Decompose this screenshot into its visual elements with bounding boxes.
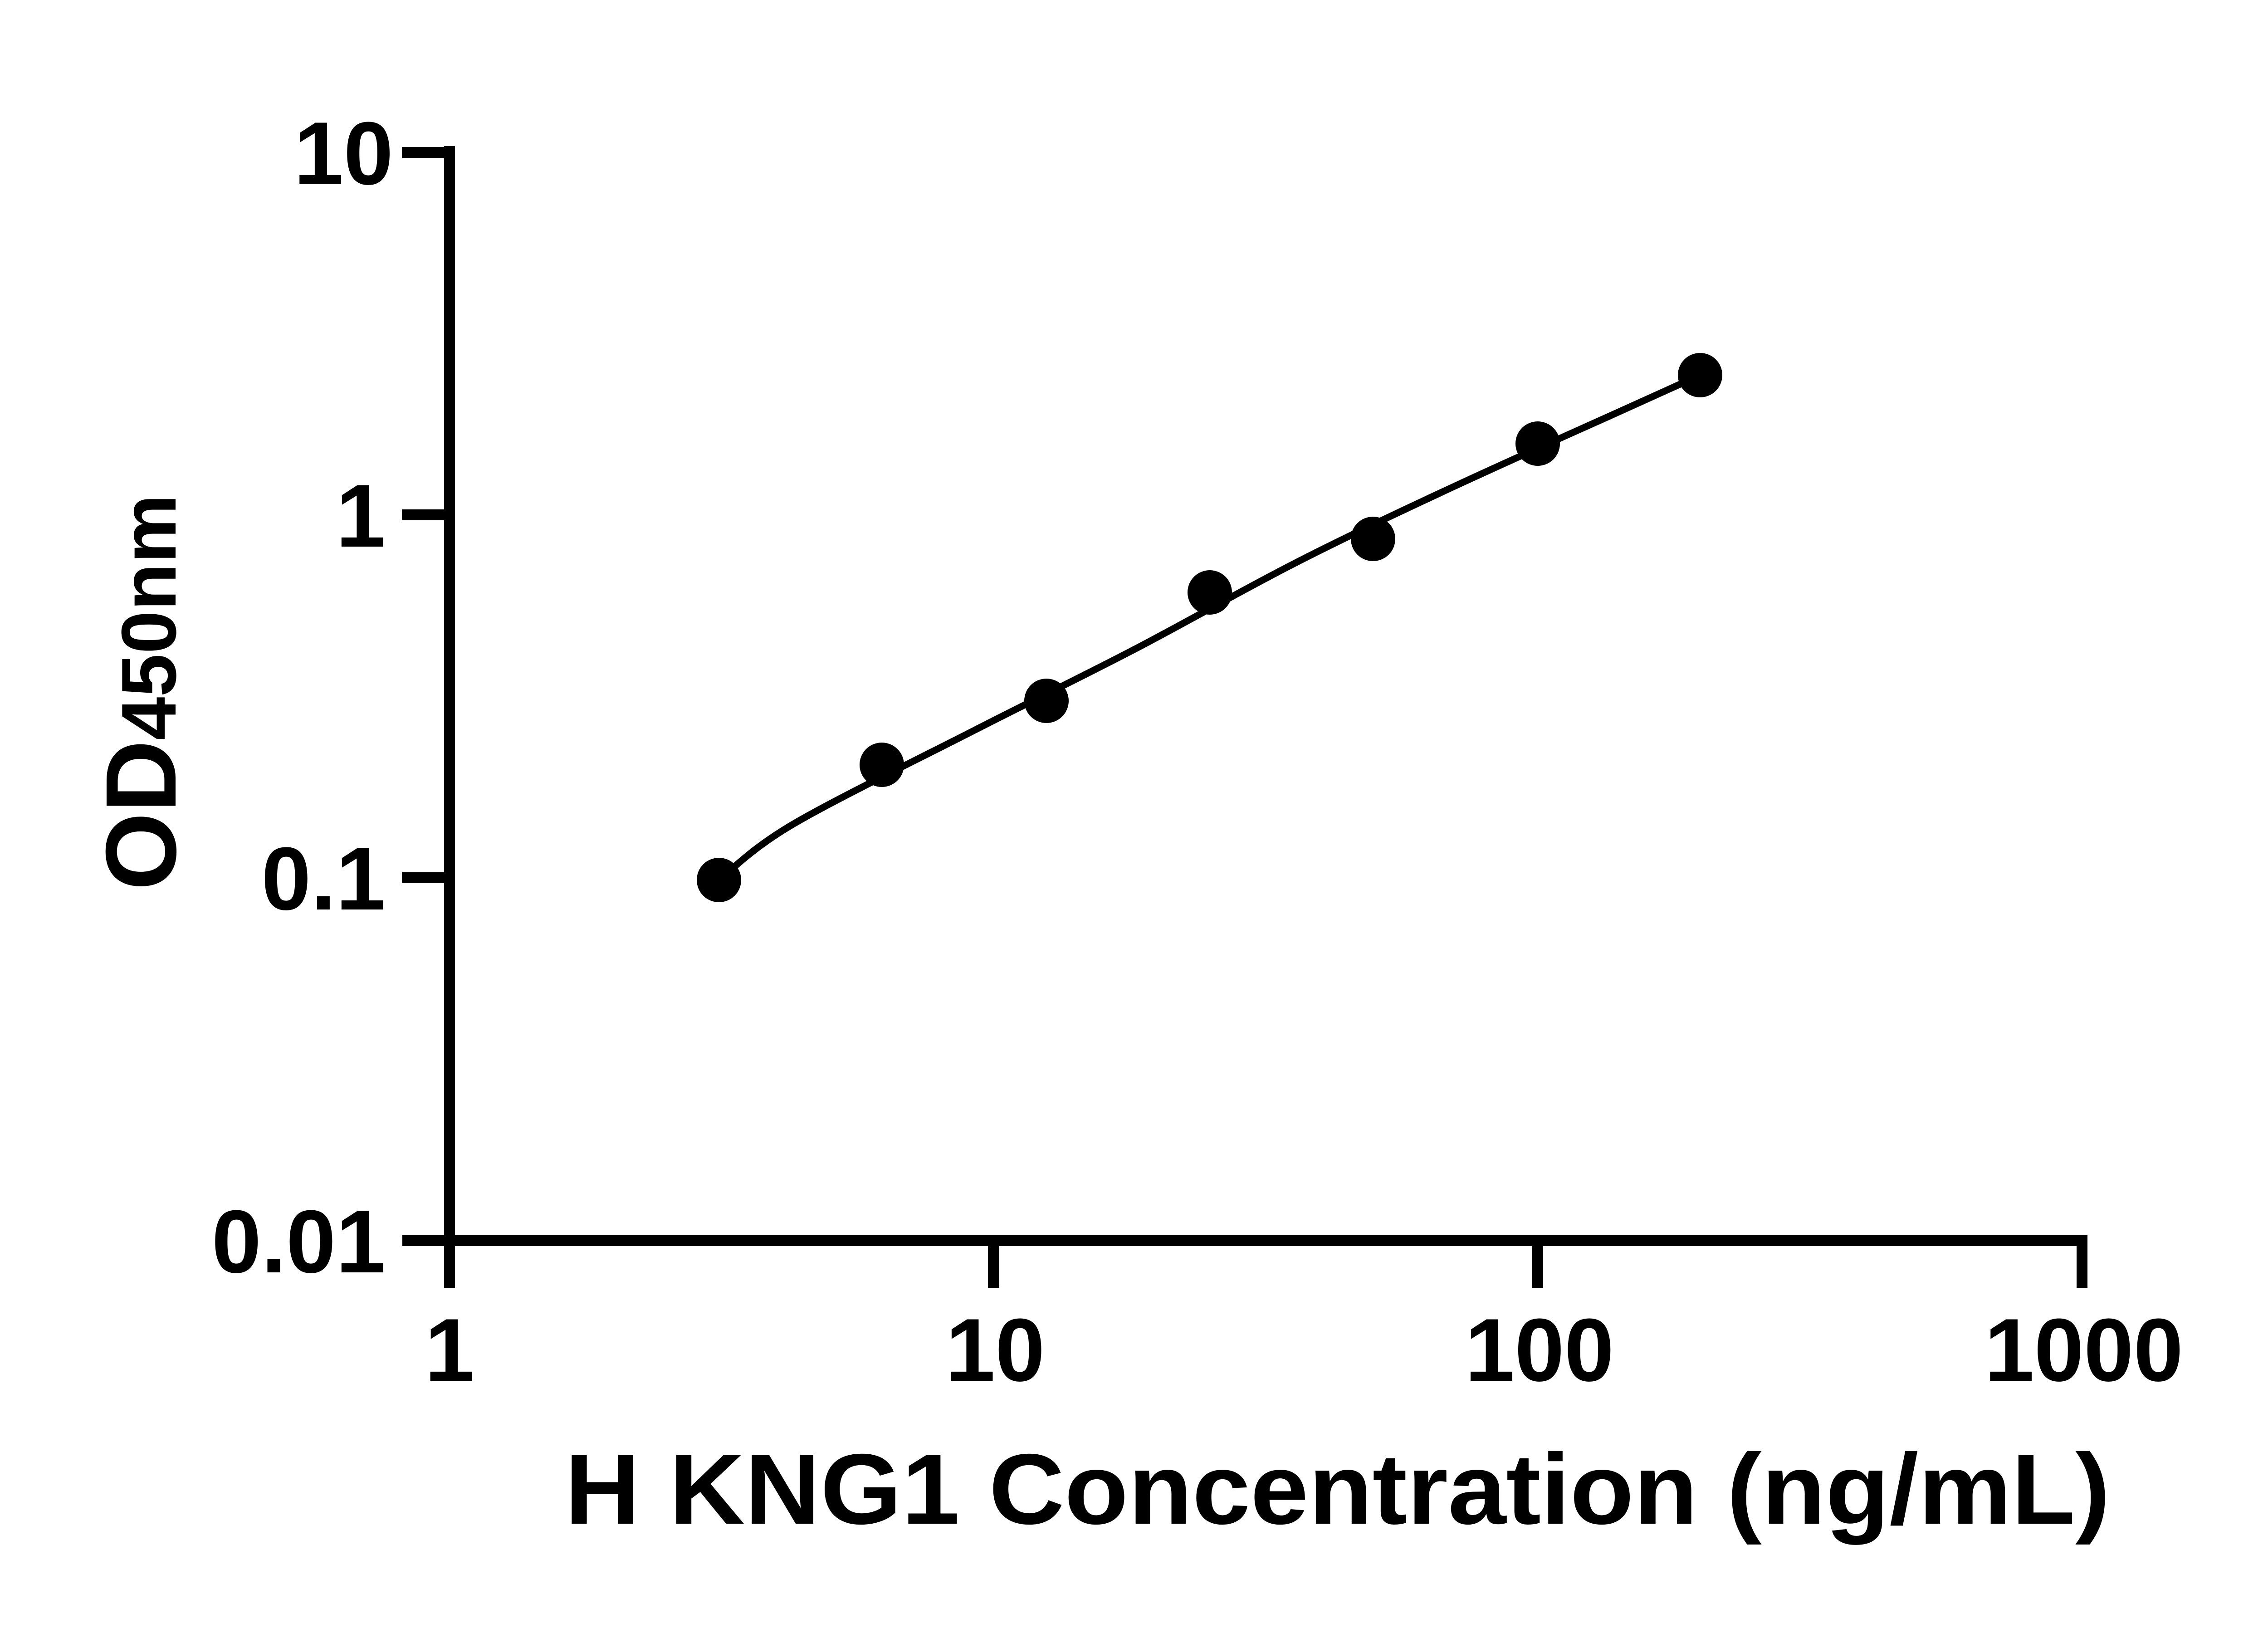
svg-text:0.01: 0.01 — [212, 1192, 386, 1291]
svg-text:100: 100 — [1465, 1300, 1614, 1400]
svg-text:1: 1 — [425, 1300, 474, 1400]
svg-text:10: 10 — [294, 103, 393, 203]
svg-text:0.1: 0.1 — [261, 829, 386, 929]
svg-text:10: 10 — [945, 1300, 1045, 1400]
svg-text:1: 1 — [336, 466, 386, 566]
svg-text:1000: 1000 — [1984, 1300, 2183, 1400]
svg-text:H KNG1 Concentration (ng/mL): H KNG1 Concentration (ng/mL) — [565, 1433, 2110, 1545]
